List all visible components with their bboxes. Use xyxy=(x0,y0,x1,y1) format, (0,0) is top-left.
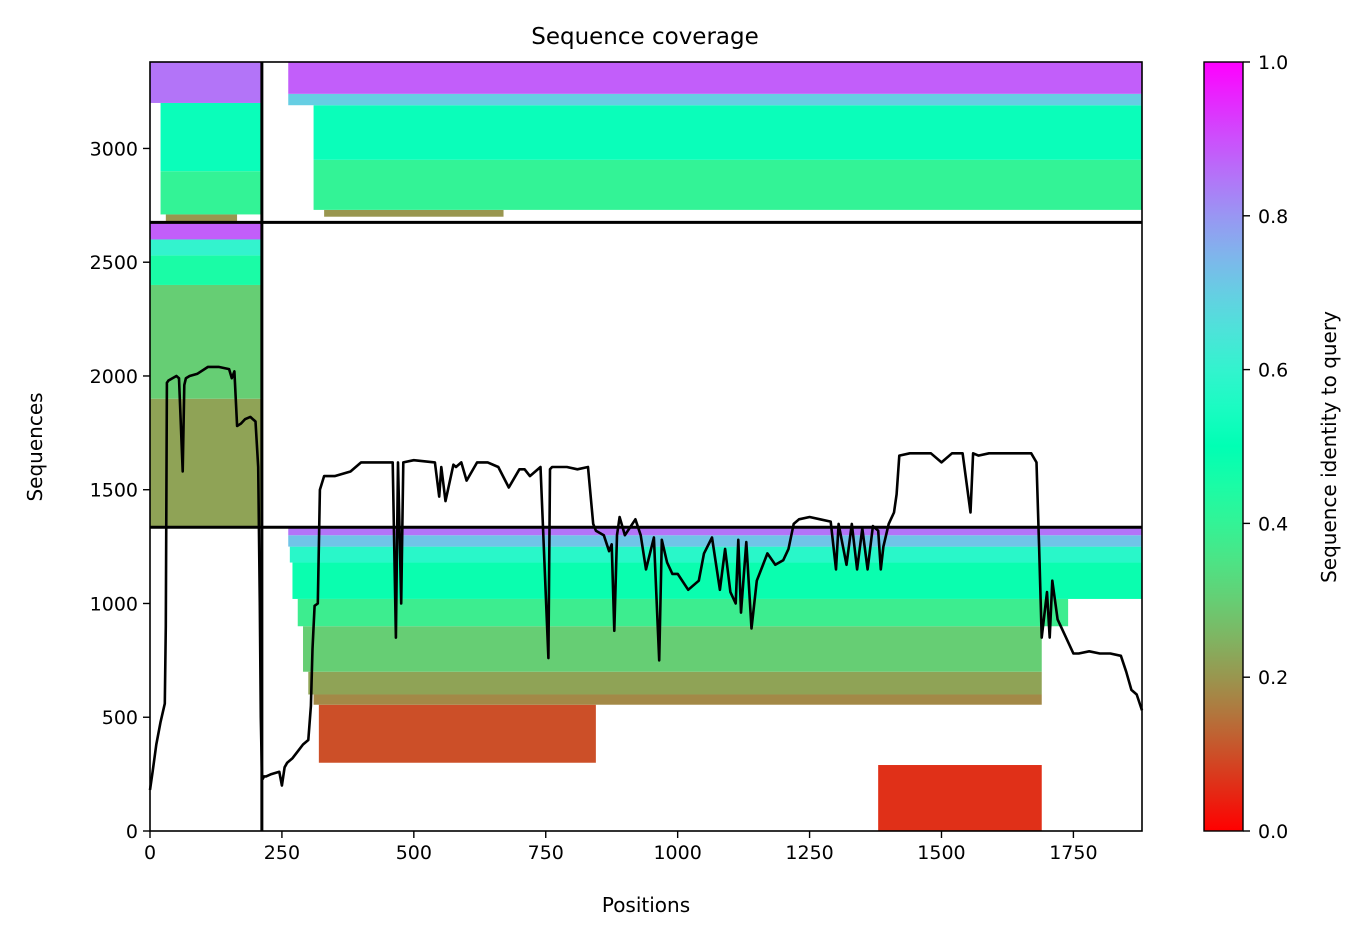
x-tick-label: 500 xyxy=(396,842,432,864)
coverage-block xyxy=(878,765,1042,831)
y-tick-label: 1500 xyxy=(90,480,138,502)
colorbar-tick-label: 0.2 xyxy=(1258,667,1288,689)
coverage-block xyxy=(297,598,1069,627)
x-tick-label: 250 xyxy=(264,842,300,864)
colorbar-tick-label: 1.0 xyxy=(1258,52,1288,74)
y-tick-label: 3000 xyxy=(90,138,138,160)
coverage-block xyxy=(308,671,1042,695)
x-tick-label: 750 xyxy=(528,842,564,864)
coverage-block xyxy=(165,214,238,223)
chart-title: Sequence coverage xyxy=(531,24,759,50)
colorbar-frame xyxy=(1203,61,1244,832)
y-axis-label: Sequences xyxy=(23,392,47,501)
colorbar-label: Sequence identity to query xyxy=(1317,311,1341,583)
x-tick-label: 1250 xyxy=(785,842,833,864)
colorbar-tick-label: 0.8 xyxy=(1258,206,1288,228)
x-tick-label: 1000 xyxy=(653,842,701,864)
coverage-block xyxy=(303,626,1042,672)
coverage-block xyxy=(313,159,1142,210)
x-tick-label: 0 xyxy=(144,842,156,864)
colorbar-tick-label: 0.4 xyxy=(1258,513,1288,535)
y-tick-label: 0 xyxy=(126,821,138,843)
coverage-line xyxy=(148,365,1144,791)
y-tick-label: 2500 xyxy=(90,252,138,274)
coverage-block xyxy=(160,171,262,215)
coverage-block xyxy=(160,102,262,172)
x-axis-label: Positions xyxy=(602,893,690,917)
y-axis-ticks: 0 500 1000 1500 2000 2500 3000 xyxy=(90,138,150,843)
coverage-blocks xyxy=(150,62,1142,831)
coverage-block xyxy=(313,105,1142,160)
plot-area xyxy=(148,61,1144,832)
colorbar-ticks: 0.0 0.2 0.4 0.6 0.8 1.0 xyxy=(1243,52,1288,843)
coverage-block xyxy=(150,255,262,285)
x-tick-label: 1500 xyxy=(917,842,965,864)
colorbar-gradient xyxy=(1204,62,1243,831)
y-tick-label: 1000 xyxy=(90,593,138,615)
coverage-block xyxy=(288,93,1142,106)
coverage-block xyxy=(324,209,504,217)
colorbar: 0.0 0.2 0.4 0.6 0.8 1.0 Sequence identity to … xyxy=(1203,52,1341,843)
coverage-block xyxy=(288,62,1142,94)
coverage-block xyxy=(318,704,596,763)
coverage-block xyxy=(150,222,262,240)
colorbar-tick-label: 0.6 xyxy=(1258,360,1288,382)
coverage-block xyxy=(288,535,1142,547)
x-tick-label: 1750 xyxy=(1049,842,1097,864)
plot-frame xyxy=(149,61,1143,832)
coverage-block xyxy=(313,694,1042,705)
coverage-block xyxy=(150,239,262,256)
y-tick-label: 500 xyxy=(102,707,138,729)
coverage-block xyxy=(289,546,1142,563)
x-axis-ticks: 0 250 500 750 1000 1250 1500 1750 xyxy=(144,831,1098,864)
y-tick-label: 2000 xyxy=(90,366,138,388)
coverage-block xyxy=(150,62,262,103)
colorbar-tick-label: 0.0 xyxy=(1258,821,1288,843)
coverage-block xyxy=(288,527,1142,536)
